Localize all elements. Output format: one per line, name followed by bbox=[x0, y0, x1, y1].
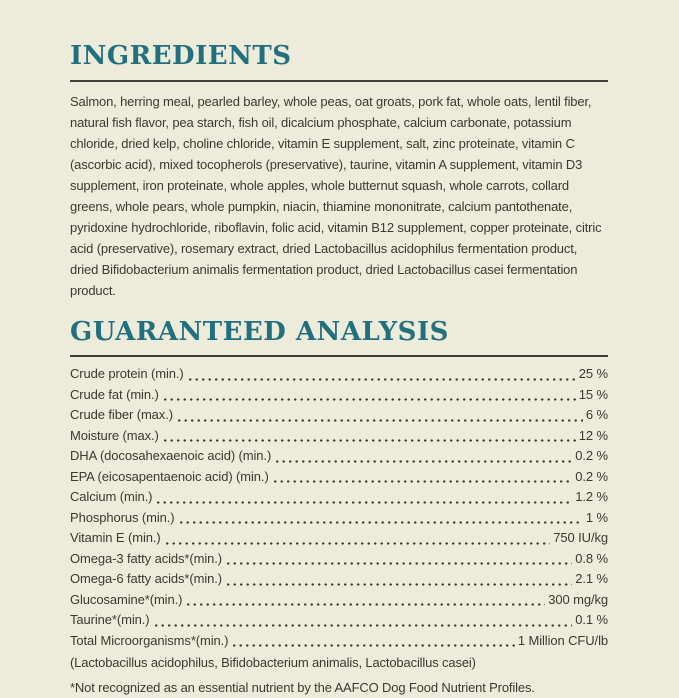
analysis-row-label: Crude protein (min.) bbox=[70, 366, 184, 382]
analysis-row-value: 0.8 % bbox=[575, 550, 608, 566]
analysis-row-crude-fiber: Crude fiber (max.) 6 % bbox=[70, 405, 608, 426]
analysis-row-label: DHA (docosahexaenoic acid) (min.) bbox=[70, 448, 272, 464]
analysis-row-label: Total Microorganisms*(min.) bbox=[70, 632, 229, 648]
dot-leader bbox=[273, 480, 573, 484]
dot-leader bbox=[163, 439, 576, 443]
ingredients-text: Salmon, herring meal, pearled barley, wh… bbox=[70, 93, 602, 298]
dot-leader bbox=[179, 521, 583, 525]
analysis-row-label: EPA (eicosapentaenoic acid) (min.) bbox=[70, 468, 269, 484]
analysis-row-label: Omega-6 fatty acids*(min.) bbox=[70, 571, 223, 587]
analysis-row-dha: DHA (docosahexaenoic acid) (min.) 0.2 % bbox=[70, 446, 608, 467]
analysis-row-value: 1 Million CFU/lb bbox=[517, 632, 608, 648]
analysis-row-value: 6 % bbox=[585, 407, 608, 423]
analysis-row-value: 15 % bbox=[578, 386, 608, 402]
dot-leader bbox=[163, 398, 576, 402]
analysis-row-glucosamine: Glucosamine*(min.) 300 mg/kg bbox=[70, 590, 608, 611]
ingredients-divider bbox=[70, 79, 608, 82]
ingredients-section: INGREDIENTS Salmon, herring meal, pearle… bbox=[70, 42, 608, 301]
analysis-row-value: 0.1 % bbox=[575, 612, 608, 628]
analysis-row-value: 12 % bbox=[578, 427, 608, 443]
analysis-row-label: Phosphorus (min.) bbox=[70, 509, 175, 525]
analysis-row-crude-protein: Crude protein (min.) 25 % bbox=[70, 364, 608, 385]
dot-leader bbox=[233, 644, 515, 648]
dot-leader bbox=[276, 459, 573, 463]
analysis-row-label: Omega-3 fatty acids*(min.) bbox=[70, 550, 223, 566]
analysis-row-label: Vitamin E (min.) bbox=[70, 530, 161, 546]
analysis-row-vitamin-e: Vitamin E (min.) 750 IU/kg bbox=[70, 528, 608, 549]
analysis-row-label: Glucosamine*(min.) bbox=[70, 591, 183, 607]
analysis-row-value: 300 mg/kg bbox=[548, 591, 608, 607]
analysis-row-calcium: Calcium (min.) 1.2 % bbox=[70, 487, 608, 508]
dot-leader bbox=[154, 623, 573, 627]
analysis-row-moisture: Moisture (max.) 12 % bbox=[70, 426, 608, 447]
ingredients-heading: INGREDIENTS bbox=[70, 41, 292, 71]
dot-leader bbox=[227, 582, 573, 586]
dot-leader bbox=[227, 562, 573, 566]
analysis-row-value: 1.2 % bbox=[575, 489, 608, 505]
analysis-row-crude-fat: Crude fat (min.) 15 % bbox=[70, 385, 608, 406]
analysis-row-taurine: Taurine*(min.) 0.1 % bbox=[70, 610, 608, 631]
dot-leader bbox=[188, 377, 576, 381]
analysis-row-total-microorganisms: Total Microorganisms*(min.) 1 Million CF… bbox=[70, 631, 608, 652]
dot-leader bbox=[187, 603, 546, 607]
analysis-table: Crude protein (min.) 25 % Crude fat (min… bbox=[70, 364, 608, 651]
dot-leader bbox=[177, 418, 583, 422]
analysis-row-label: Crude fat (min.) bbox=[70, 386, 159, 402]
analysis-row-label: Taurine*(min.) bbox=[70, 612, 150, 628]
analysis-row-value: 1 % bbox=[585, 509, 608, 525]
aafco-footnote: *Not recognized as an essential nutrient… bbox=[70, 680, 535, 696]
probiotics-subnote: (Lactobacillus acidophilus, Bifidobacter… bbox=[70, 655, 476, 671]
analysis-row-value: 0.2 % bbox=[575, 468, 608, 484]
dot-leader bbox=[157, 500, 573, 504]
analysis-row-label: Calcium (min.) bbox=[70, 489, 153, 505]
pet-food-label-panel: INGREDIENTS Salmon, herring meal, pearle… bbox=[70, 41, 609, 696]
analysis-row-omega-3: Omega-3 fatty acids*(min.) 0.8 % bbox=[70, 549, 608, 570]
analysis-row-phosphorus: Phosphorus (min.) 1 % bbox=[70, 508, 608, 529]
analysis-divider bbox=[70, 355, 608, 358]
analysis-row-omega-6: Omega-6 fatty acids*(min.) 2.1 % bbox=[70, 569, 608, 590]
guaranteed-analysis-heading: GUARANTEED ANALYSIS bbox=[70, 316, 449, 347]
analysis-row-value: 2.1 % bbox=[575, 571, 608, 587]
analysis-row-label: Crude fiber (max.) bbox=[70, 407, 173, 423]
analysis-row-value: 750 IU/kg bbox=[553, 530, 608, 546]
analysis-row-value: 25 % bbox=[578, 366, 608, 382]
dot-leader bbox=[165, 541, 551, 545]
analysis-row-epa: EPA (eicosapentaenoic acid) (min.) 0.2 % bbox=[70, 467, 608, 488]
analysis-row-label: Moisture (max.) bbox=[70, 427, 159, 443]
analysis-row-value: 0.2 % bbox=[575, 448, 608, 464]
guaranteed-analysis-section: GUARANTEED ANALYSIS Crude protein (min.)… bbox=[70, 316, 608, 698]
